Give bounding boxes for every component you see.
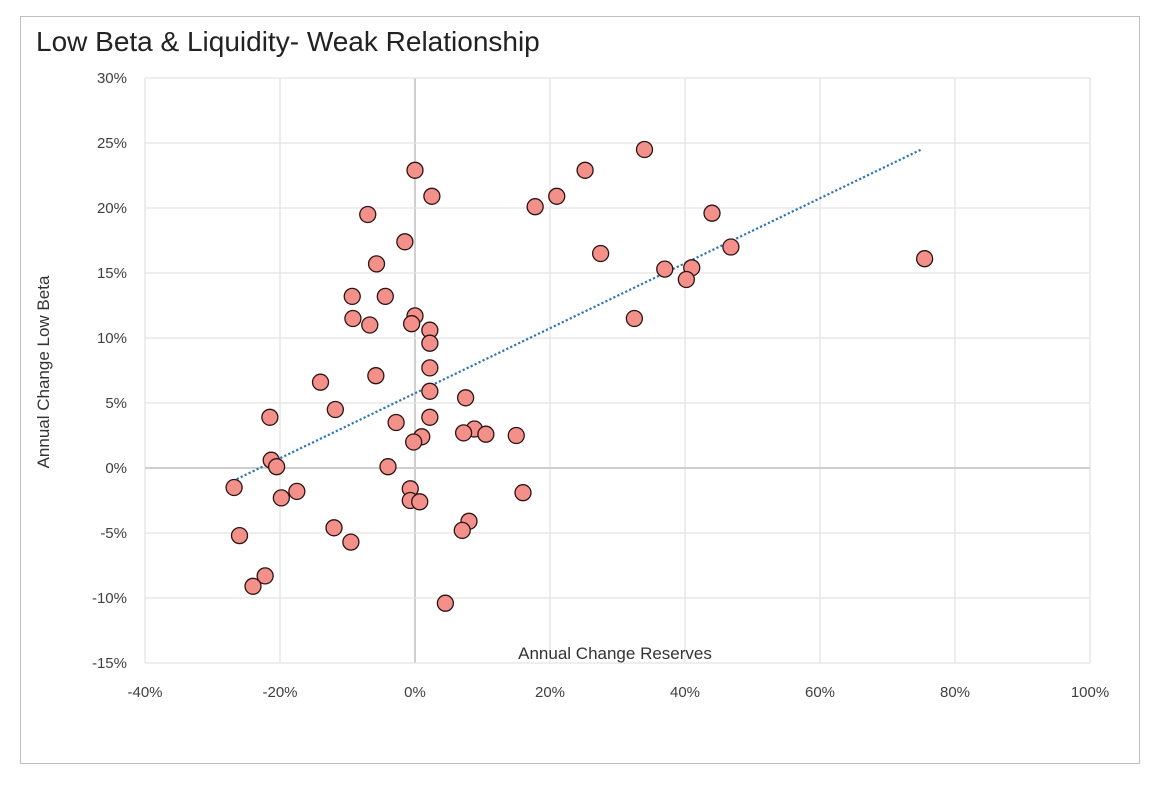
data-point [421, 334, 439, 352]
data-point [421, 382, 439, 400]
data-point [625, 309, 644, 328]
x-axis-label: Annual Change Reserves [518, 644, 712, 663]
y-tick-label: 25% [97, 135, 127, 152]
data-point [359, 205, 377, 224]
data-point [436, 594, 455, 612]
data-point [703, 204, 721, 222]
data-point [411, 493, 429, 511]
x-tick-label: 60% [805, 684, 835, 701]
data-point [421, 359, 439, 377]
x-tick-label: 20% [535, 684, 565, 701]
data-point [396, 233, 414, 251]
y-tick-label: 20% [97, 200, 127, 217]
x-tick-label: 40% [670, 684, 700, 701]
data-point [342, 533, 360, 551]
y-tick-label: -5% [100, 525, 127, 542]
data-point [402, 315, 421, 333]
data-point [514, 484, 532, 502]
data-point [576, 161, 594, 179]
x-tick-label: 0% [404, 684, 426, 701]
y-tick-label: -10% [92, 590, 127, 607]
data-point [404, 433, 423, 451]
x-tick-label: 80% [940, 684, 970, 701]
data-point [379, 458, 397, 476]
data-point [635, 140, 654, 159]
data-point [272, 489, 291, 507]
x-tick-label: 100% [1071, 684, 1109, 701]
data-point [915, 250, 934, 268]
y-tick-label: 15% [97, 265, 127, 282]
x-tick-label: -40% [127, 684, 162, 701]
data-point [376, 287, 394, 306]
data-point [230, 526, 249, 545]
y-tick-label: 30% [97, 70, 127, 87]
data-point [421, 408, 439, 426]
data-point [526, 198, 544, 216]
data-point [456, 389, 475, 407]
trendline-group [232, 148, 922, 482]
data-point [344, 309, 362, 328]
trendline [232, 148, 922, 482]
chart-title: Low Beta & Liquidity- Weak Relationship [36, 26, 540, 57]
data-point [722, 238, 740, 256]
data-point [548, 187, 566, 205]
data-point [453, 521, 471, 540]
data-point [367, 367, 385, 385]
data-point [343, 287, 361, 306]
data-point [656, 260, 674, 278]
data-point [361, 316, 379, 334]
data-points [225, 140, 934, 612]
data-point [406, 161, 424, 179]
data-point [288, 482, 306, 501]
data-point [591, 244, 610, 263]
data-point [677, 270, 695, 289]
y-tick-label: -15% [92, 655, 127, 672]
data-point [367, 255, 386, 273]
data-point [423, 187, 441, 205]
data-point [325, 519, 343, 537]
x-tick-label: -20% [262, 684, 297, 701]
data-point [387, 413, 405, 432]
data-point [267, 458, 286, 476]
data-point [507, 426, 525, 445]
data-point [256, 567, 274, 585]
data-point [311, 373, 330, 391]
data-point [477, 425, 495, 443]
data-point [454, 424, 473, 442]
data-point [326, 400, 345, 419]
tick-labels: -40% -20% 0% 20% 40% 60% 80% 100% -15% -10% -5% 0% 5… [92, 70, 1109, 701]
y-tick-label: 10% [97, 330, 127, 347]
chart-frame [20, 16, 1140, 764]
data-point [244, 577, 262, 595]
gridlines [144, 77, 1091, 664]
y-tick-label: 0% [105, 460, 127, 477]
data-point [225, 478, 243, 497]
y-tick-label: 5% [105, 395, 127, 412]
data-point [261, 408, 279, 426]
